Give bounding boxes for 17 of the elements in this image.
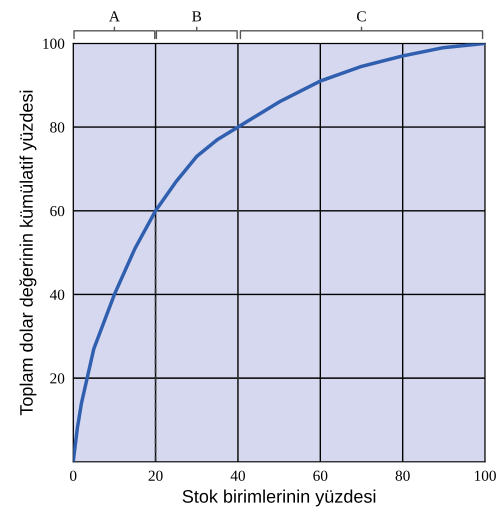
y-tick-label: 80 — [50, 122, 64, 133]
y-tick-label: 100 — [43, 38, 64, 49]
x-axis-title: Stok birimlerinin yüzdesi — [182, 490, 376, 506]
x-tick-label: 20 — [148, 470, 163, 481]
x-tick-label: 40 — [230, 470, 245, 481]
line-series — [73, 43, 486, 462]
y-axis-title: Toplam dolar değerinin kümülatif yüzdesi — [19, 90, 36, 416]
text: A — [109, 11, 120, 22]
text: B — [192, 11, 202, 22]
x-tick-label: 60 — [313, 470, 328, 481]
x-tick-label: 80 — [396, 470, 410, 481]
text: C — [357, 11, 366, 22]
y-tick-label: 40 — [50, 290, 64, 300]
y-tick-label: 60 — [50, 206, 64, 216]
x-tick-label: 0 — [70, 470, 76, 481]
y-tick-label: 20 — [50, 373, 64, 384]
x-tick-label: 100 — [474, 470, 496, 481]
